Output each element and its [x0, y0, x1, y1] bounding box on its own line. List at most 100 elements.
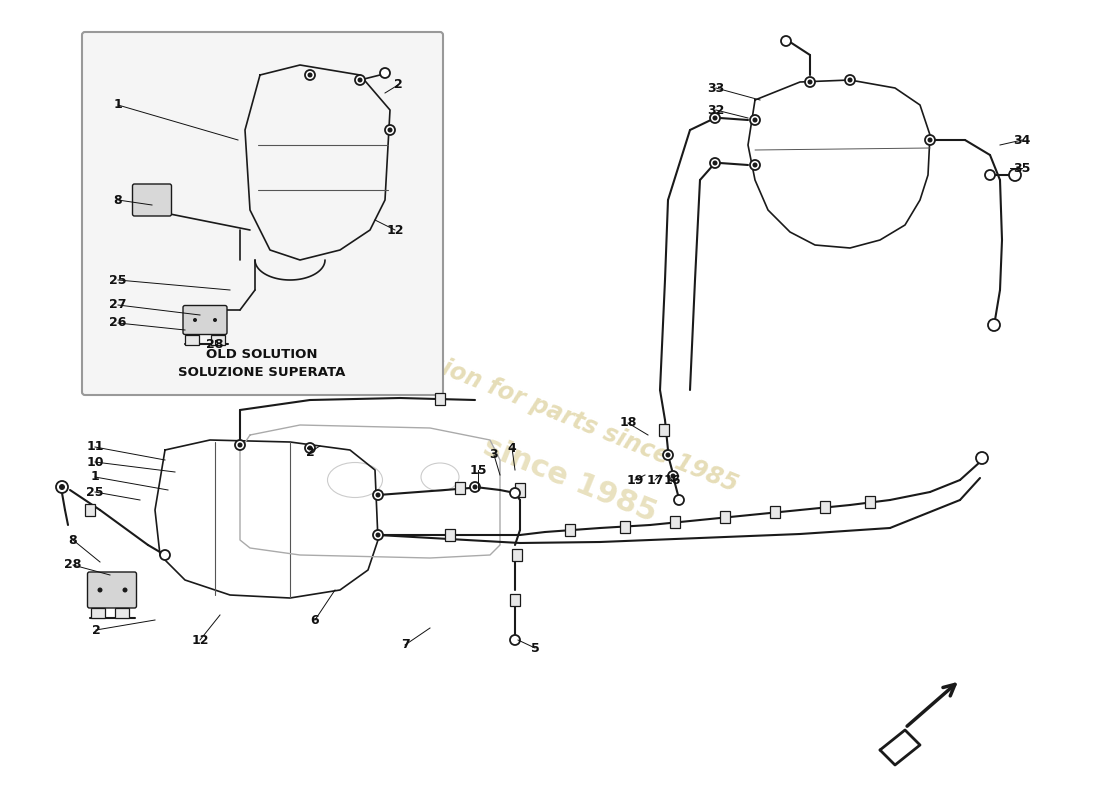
Text: SOLUZIONE SUPERATA: SOLUZIONE SUPERATA	[178, 366, 345, 378]
Text: a passion for parts since 1985: a passion for parts since 1985	[359, 323, 741, 497]
Circle shape	[470, 482, 480, 492]
Circle shape	[976, 452, 988, 464]
Text: 27: 27	[109, 298, 126, 311]
Bar	[670, 516, 680, 528]
Text: 18: 18	[619, 417, 637, 430]
Circle shape	[807, 79, 813, 85]
Circle shape	[355, 75, 365, 85]
Circle shape	[305, 443, 315, 453]
Circle shape	[56, 481, 68, 493]
Text: 8: 8	[113, 194, 122, 206]
Circle shape	[710, 113, 720, 123]
Bar	[446, 529, 455, 541]
Circle shape	[308, 73, 312, 78]
Text: 2: 2	[91, 623, 100, 637]
Circle shape	[59, 484, 65, 490]
Bar	[515, 483, 525, 497]
Circle shape	[750, 115, 760, 125]
Bar	[620, 521, 630, 533]
Circle shape	[213, 318, 217, 322]
Circle shape	[385, 125, 395, 135]
Text: 11: 11	[86, 441, 103, 454]
Text: 34: 34	[1013, 134, 1031, 146]
Circle shape	[375, 533, 381, 538]
Circle shape	[308, 446, 312, 450]
Bar	[820, 501, 830, 513]
Bar	[770, 506, 780, 518]
Bar	[720, 511, 730, 523]
Text: OLD SOLUTION: OLD SOLUTION	[207, 347, 318, 361]
Bar	[211, 335, 226, 345]
Circle shape	[750, 160, 760, 170]
Circle shape	[671, 474, 675, 478]
Circle shape	[845, 75, 855, 85]
Text: 35: 35	[1013, 162, 1031, 174]
Bar	[510, 594, 520, 606]
Bar	[85, 504, 95, 516]
Circle shape	[663, 450, 673, 460]
Circle shape	[805, 77, 815, 87]
Text: 3: 3	[490, 449, 498, 462]
Circle shape	[473, 485, 477, 490]
Text: 32: 32	[707, 103, 725, 117]
Text: 15: 15	[470, 463, 486, 477]
Text: 5: 5	[530, 642, 539, 654]
FancyBboxPatch shape	[132, 184, 172, 216]
Circle shape	[984, 170, 996, 180]
Circle shape	[373, 530, 383, 540]
Text: 28: 28	[207, 338, 223, 351]
Bar	[434, 393, 446, 405]
Text: 8: 8	[68, 534, 77, 546]
Bar	[512, 549, 522, 561]
Bar	[659, 424, 669, 436]
Circle shape	[674, 495, 684, 505]
Text: 2: 2	[394, 78, 403, 91]
Circle shape	[988, 319, 1000, 331]
Text: 26: 26	[109, 317, 126, 330]
FancyBboxPatch shape	[88, 572, 136, 608]
Text: 12: 12	[191, 634, 209, 646]
Circle shape	[847, 78, 852, 82]
Bar	[565, 524, 575, 536]
Text: since 1985: since 1985	[478, 432, 661, 528]
Circle shape	[235, 440, 245, 450]
Circle shape	[781, 36, 791, 46]
Text: 25: 25	[86, 486, 103, 498]
FancyBboxPatch shape	[82, 32, 443, 395]
Circle shape	[927, 138, 933, 142]
Circle shape	[510, 488, 520, 498]
Text: 7: 7	[400, 638, 409, 651]
Circle shape	[375, 493, 381, 498]
Bar	[185, 335, 199, 345]
Circle shape	[1009, 169, 1021, 181]
Circle shape	[925, 135, 935, 145]
Bar	[455, 482, 465, 494]
Circle shape	[122, 587, 128, 593]
FancyBboxPatch shape	[183, 306, 227, 334]
Text: 10: 10	[86, 455, 103, 469]
Circle shape	[752, 118, 758, 122]
Bar	[91, 608, 104, 618]
Circle shape	[713, 161, 717, 166]
Circle shape	[98, 587, 102, 593]
Circle shape	[160, 550, 170, 560]
Circle shape	[305, 70, 315, 80]
Text: 16: 16	[663, 474, 681, 486]
Bar	[116, 608, 129, 618]
Circle shape	[373, 490, 383, 500]
Circle shape	[668, 471, 678, 481]
Text: 1: 1	[113, 98, 122, 111]
Bar	[865, 496, 874, 508]
Text: 33: 33	[707, 82, 725, 94]
Text: 4: 4	[507, 442, 516, 454]
Text: 2: 2	[306, 446, 315, 458]
Circle shape	[238, 442, 242, 447]
Text: 6: 6	[310, 614, 319, 626]
Text: 25: 25	[109, 274, 126, 286]
Circle shape	[710, 158, 720, 168]
Circle shape	[387, 127, 393, 133]
Circle shape	[713, 115, 717, 121]
Text: 12: 12	[386, 223, 404, 237]
Circle shape	[192, 318, 197, 322]
Circle shape	[379, 68, 390, 78]
